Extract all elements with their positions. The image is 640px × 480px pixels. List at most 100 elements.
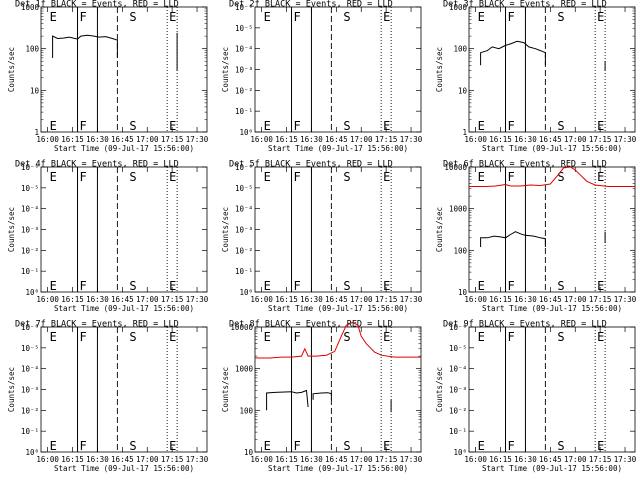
marker-top-S: S (129, 330, 136, 344)
chart-title: Det 4f BLACK = Events, RED = LLD (15, 160, 179, 170)
chart-panel-3: Det 3f BLACK = Events, RED = LLD 1 10 100 10… (435, 0, 637, 153)
chart-panel-1: Det 1f BLACK = Events, RED = LLD 1 10 100 10… (7, 0, 209, 153)
x-tick-label: 16:15 (61, 295, 84, 304)
chart-panel-2: Det 2f BLACK = Events, RED = LLD 10⁰ 10⁻¹ 1… (221, 0, 423, 153)
marker-bottom-E: E (597, 439, 604, 453)
chart-title: Det 2f BLACK = Events, RED = LLD (229, 0, 393, 10)
x-tick-label: 16:15 (489, 455, 512, 464)
marker-top-S: S (129, 10, 136, 24)
marker-top-E: E (383, 330, 390, 344)
event-rate-line (312, 392, 332, 400)
lld-rate-line (469, 166, 635, 187)
plot-frame (254, 326, 422, 453)
chart-title: Det 7f BLACK = Events, RED = LLD (15, 320, 179, 330)
y-axis-label: Counts/sec (435, 207, 444, 252)
x-tick-label: 16:30 (514, 135, 537, 144)
y-tick-label: 100 (25, 45, 39, 54)
y-tick-label: 10⁻⁴ (21, 365, 39, 374)
y-axis-label: Counts/sec (435, 47, 444, 92)
x-tick-label: 16:15 (61, 455, 84, 464)
marker-bottom-F: F (294, 279, 301, 293)
marker-bottom-E: E (50, 119, 57, 133)
x-tick-label: 17:15 (375, 135, 398, 144)
x-tick-label: 17:00 (136, 135, 159, 144)
x-tick-label: 16:15 (275, 295, 298, 304)
event-rate-line (266, 389, 309, 411)
marker-top-F: F (294, 10, 301, 24)
marker-top-E: E (264, 330, 271, 344)
x-tick-label: 16:00 (36, 295, 59, 304)
marker-top-E: E (383, 170, 390, 184)
y-tick-label: 10⁻³ (21, 386, 39, 395)
y-tick-label: 10⁻² (235, 86, 253, 95)
y-tick-label: 10⁻³ (235, 66, 253, 75)
plot-frame (40, 326, 208, 453)
x-tick-label: 17:30 (186, 135, 209, 144)
plot-frame (40, 166, 208, 293)
y-tick-label: 10⁻³ (21, 226, 39, 235)
x-tick-label: 17:30 (400, 135, 423, 144)
y-tick-label: 10⁻¹ (21, 427, 39, 436)
x-tick-label: 17:15 (161, 135, 184, 144)
y-axis-label: Counts/sec (221, 47, 230, 92)
y-tick-label: 10⁻⁴ (235, 45, 253, 54)
y-tick-label: 10⁻⁶ (235, 163, 253, 172)
y-tick-label: 10⁻³ (449, 386, 467, 395)
marker-top-E: E (478, 330, 485, 344)
y-tick-label: 10⁰ (25, 288, 39, 297)
y-tick-label: 10 (458, 86, 468, 95)
x-tick-label: 17:00 (136, 455, 159, 464)
marker-top-E: E (169, 170, 176, 184)
x-tick-label: 17:15 (375, 455, 398, 464)
x-tick-label: 16:00 (36, 135, 59, 144)
y-tick-label: 100 (453, 246, 467, 255)
chart-panel-4: Det 4f BLACK = Events, RED = LLD 10⁰ 10⁻¹ 1… (7, 160, 209, 314)
marker-top-S: S (343, 330, 350, 344)
marker-top-E: E (50, 10, 57, 24)
plot-frame (254, 166, 422, 293)
x-tick-label: 16:00 (464, 135, 487, 144)
x-tick-label: 17:00 (564, 455, 587, 464)
marker-top-S: S (129, 170, 136, 184)
x-tick-label: 16:45 (325, 295, 348, 304)
x-tick-label: 17:00 (136, 295, 159, 304)
y-tick-label: 10 (458, 288, 468, 297)
marker-top-S: S (557, 170, 564, 184)
x-tick-label: 16:30 (514, 455, 537, 464)
marker-bottom-S: S (129, 119, 136, 133)
y-tick-label: 10⁻³ (235, 226, 253, 235)
y-tick-label: 10⁻⁵ (235, 24, 253, 33)
event-rate-line (480, 231, 546, 247)
y-tick-label: 10⁻⁶ (21, 163, 39, 172)
lld-rate-line (255, 321, 421, 359)
x-axis-label: Start Time (09-Jul-17 15:56:00) (268, 304, 408, 313)
y-tick-label: 10 (30, 86, 40, 95)
marker-bottom-F: F (508, 439, 515, 453)
marker-top-E: E (50, 330, 57, 344)
y-tick-label: 1 (462, 128, 467, 137)
marker-top-F: F (508, 170, 515, 184)
x-tick-label: 17:30 (186, 455, 209, 464)
x-tick-label: 16:30 (86, 455, 109, 464)
x-axis-label: Start Time (09-Jul-17 15:56:00) (268, 144, 408, 153)
y-tick-label: 10⁻² (21, 406, 39, 415)
x-tick-label: 16:15 (275, 455, 298, 464)
y-tick-label: 10⁻¹ (21, 267, 39, 276)
x-tick-label: 17:00 (564, 295, 587, 304)
event-rate-line (52, 34, 118, 58)
marker-top-E: E (264, 170, 271, 184)
marker-bottom-E: E (478, 279, 485, 293)
chart-panel-6: Det 6f BLACK = Events, RED = LLD 10 100 100… (435, 160, 637, 314)
y-tick-label: 10⁻⁵ (235, 184, 253, 193)
y-axis-label: Counts/sec (221, 207, 230, 252)
y-tick-label: 10⁻⁴ (21, 205, 39, 214)
x-tick-label: 16:45 (539, 455, 562, 464)
marker-bottom-E: E (478, 119, 485, 133)
x-axis-label: Start Time (09-Jul-17 15:56:00) (482, 304, 622, 313)
marker-bottom-E: E (169, 119, 176, 133)
marker-bottom-S: S (557, 279, 564, 293)
marker-top-E: E (597, 10, 604, 24)
plot-frame (468, 166, 636, 293)
marker-bottom-E: E (169, 279, 176, 293)
